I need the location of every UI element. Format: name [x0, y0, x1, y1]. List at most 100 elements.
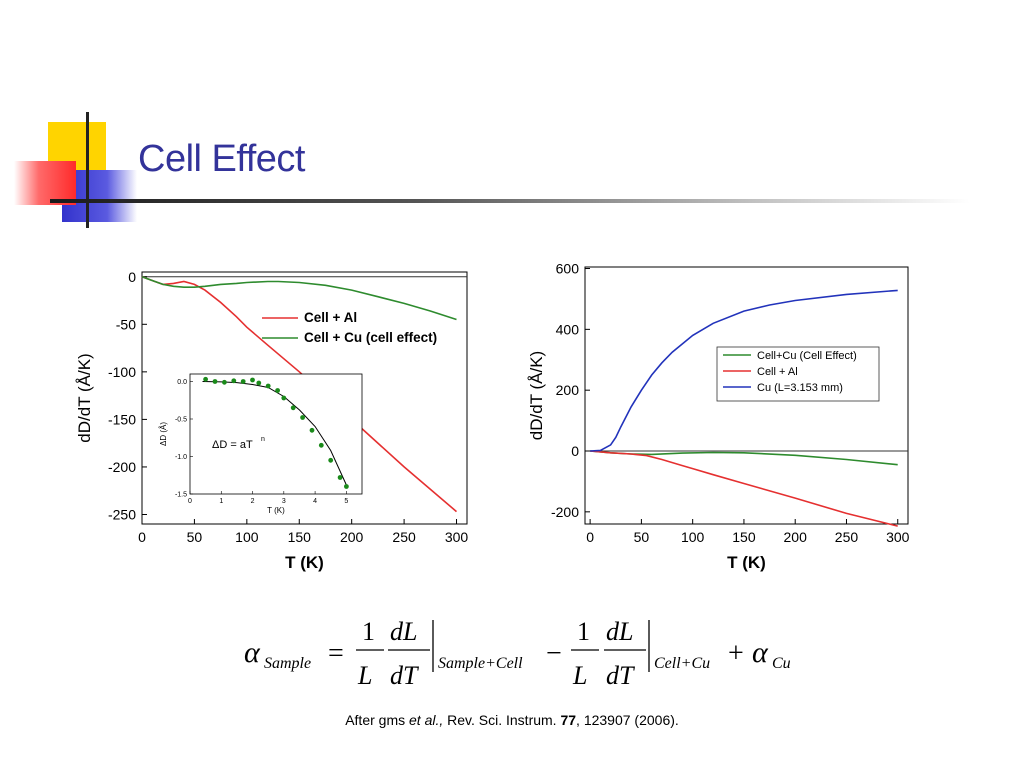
left-series-1-line [141, 276, 457, 321]
citation-rest: , 123907 (2006). [576, 712, 679, 728]
right-x-tick-label-4: 200 [784, 529, 808, 545]
inset-annotation: ΔD = aT [212, 439, 253, 451]
right-series-2-line [590, 289, 898, 452]
citation-etal: et al., [409, 712, 444, 728]
right-x-tick-label-5: 250 [835, 529, 859, 545]
left-x-tick-label-2: 100 [235, 529, 259, 545]
left-legend-label-0: Cell + Al [304, 310, 357, 325]
inset-data-point-11 [300, 415, 305, 420]
right-x-axis-label: T (K) [727, 553, 766, 572]
formula-alpha-cu: α [752, 636, 769, 669]
right-plot-frame [584, 266, 909, 525]
right-x-tick-label-0: 0 [586, 529, 594, 545]
left-x-tick-label-0: 0 [138, 529, 146, 545]
left-x-tick-label-5: 250 [392, 529, 416, 545]
right-y-axis-label: dD/dT (Å/K) [527, 351, 546, 440]
left-x-axis-label: T (K) [285, 553, 324, 572]
inset-data-point-3 [231, 378, 237, 384]
right-legend-frame [716, 346, 880, 402]
right-x-tick-label-2: 100 [681, 529, 705, 545]
left-x-tick-label-3: 150 [288, 529, 312, 545]
inset-data-point-16 [344, 484, 349, 489]
right-y-tick-label-3: 0 [571, 443, 579, 459]
expansion-formula: α Sample = 1 L dL dT Sample+Cell − 1 L d… [244, 617, 791, 690]
right-y-tick-label-0: 600 [556, 261, 580, 277]
inset-data-point-7 [265, 383, 271, 389]
inset-data-point-9 [281, 395, 287, 401]
left-y-tick-label-2: -100 [108, 364, 136, 380]
inset-x-tick-label-4: 4 [313, 498, 317, 505]
inset-x-axis-label: T (K) [267, 506, 285, 515]
inset-x-tick-label-1: 1 [219, 498, 223, 505]
left-chart: 0 50 100 150 200 250 3000-50-100-150-200-250T … [75, 269, 469, 572]
inset-y-tick-label-1: -0.5 [175, 417, 187, 424]
formula-plus: + [728, 638, 744, 669]
inset-annotation-superscript: n [261, 436, 265, 443]
left-y-tick-label-0: 0 [128, 269, 136, 285]
inset-data-point-4 [240, 379, 246, 384]
inset-data-point-1 [212, 379, 218, 384]
right-legend-label-2: Cu (L=3.153 mm) [757, 382, 843, 394]
right-series-0-line [590, 450, 898, 466]
formula-one-1: 1 [362, 617, 375, 646]
formula-dL-2: dL [606, 617, 633, 646]
left-y-tick-label-4: -200 [108, 459, 136, 475]
vertical-accent-line [86, 112, 89, 228]
left-plot-frame [141, 271, 468, 525]
formula-dL-1: dL [390, 617, 417, 646]
citation: After gms et al., Rev. Sci. Instrum. 77,… [0, 712, 1024, 728]
inset-x-tick-label-0: 0 [188, 498, 192, 505]
citation-volume: 77 [560, 712, 577, 728]
formula-L-2: L [572, 661, 587, 690]
inset-y-tick-label-2: -1.0 [175, 454, 187, 461]
left-x-tick-label-6: 300 [445, 529, 469, 545]
formula-minus: − [546, 638, 562, 669]
inset-frame [189, 373, 363, 495]
inset-y-tick-label-0: 0.0 [177, 379, 187, 386]
left-x-tick-label-1: 50 [187, 529, 203, 545]
citation-journal: Rev. Sci. Instrum. [443, 712, 561, 728]
inset-x-tick-label-5: 5 [344, 498, 348, 505]
right-y-tick-label-1: 400 [556, 321, 580, 337]
formula-sub-sample: Sample [264, 655, 311, 672]
inset-y-tick-label-3: -1.5 [175, 492, 187, 499]
inset-x-tick-label-3: 3 [282, 498, 286, 505]
left-y-axis-label: dD/dT (Å/K) [75, 353, 94, 442]
inset-x-tick-label-2: 2 [251, 498, 255, 505]
inset-data-point-8 [275, 388, 280, 393]
right-legend-label-1: Cell + Al [757, 366, 798, 378]
citation-prefix: After gms [345, 712, 409, 728]
formula-equals: = [328, 638, 344, 669]
formula-sub-sample-cell: Sample+Cell [438, 655, 523, 672]
red-accent-square [14, 161, 76, 205]
left-y-tick-label-1: -50 [116, 316, 136, 332]
left-legend-label-1: Cell + Cu (cell effect) [304, 330, 437, 345]
right-y-tick-label-4: -200 [551, 504, 579, 520]
right-chart: 0 50 100 150 200 250 300 600 400 200 0 -200 T (K) dD/… [527, 261, 910, 572]
formula-one-2: 1 [577, 617, 590, 646]
inset-data-point-13 [318, 442, 324, 448]
formula-dT-1: dT [390, 661, 419, 690]
inset-y-axis-label: ΔD (Å) [159, 422, 168, 446]
title-underline [50, 199, 970, 203]
formula-sub-cell-cu: Cell+Cu [654, 655, 710, 672]
right-series-1-line [590, 450, 898, 527]
inset-data-point-12 [309, 427, 315, 433]
right-legend-label-0: Cell+Cu (Cell Effect) [757, 350, 857, 362]
formula-dT-2: dT [606, 661, 635, 690]
inset-data-point-15 [337, 475, 343, 480]
inset-data-point-2 [222, 379, 227, 385]
slide-title: Cell Effect [138, 138, 305, 180]
formula-L-1: L [357, 661, 372, 690]
left-y-tick-label-5: -250 [108, 506, 136, 522]
right-x-tick-label-3: 150 [732, 529, 756, 545]
inset-data-point-5 [250, 377, 255, 383]
right-y-tick-label-2: 200 [556, 382, 580, 398]
inset-data-point-14 [328, 457, 334, 463]
formula-alpha: α [244, 636, 261, 669]
inset-data-point-0 [203, 376, 209, 382]
right-x-tick-label-6: 300 [886, 529, 910, 545]
inset-data-point-10 [290, 405, 296, 411]
left-x-tick-label-4: 200 [340, 529, 364, 545]
inset-data-point-6 [256, 380, 262, 386]
